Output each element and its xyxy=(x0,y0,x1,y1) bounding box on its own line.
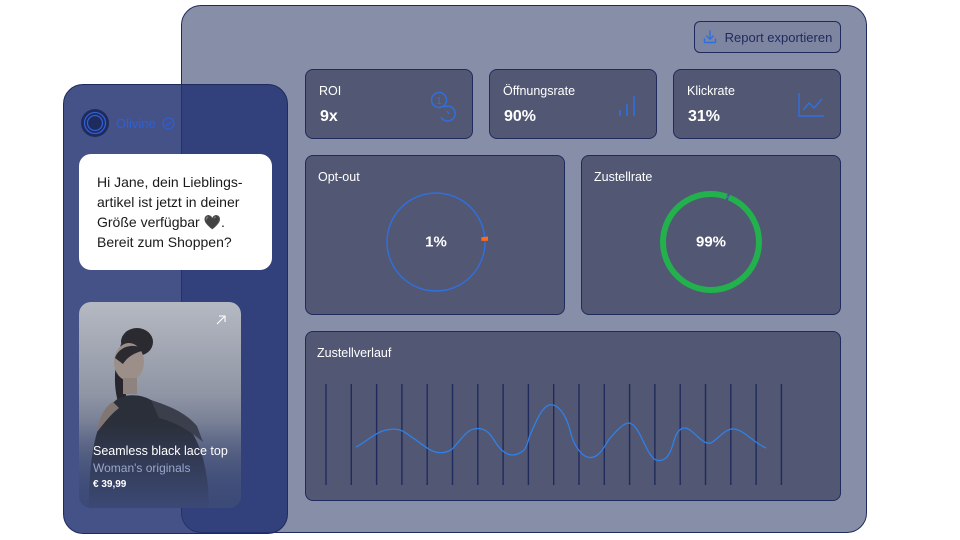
brand-logo-icon xyxy=(81,109,109,137)
kpi-value: 31% xyxy=(688,108,721,125)
product-title: Seamless black lace top xyxy=(93,444,228,458)
kpi-value: 9x xyxy=(320,108,338,125)
opt-out-ring xyxy=(386,192,486,292)
download-icon xyxy=(703,30,716,44)
opt-out-arc xyxy=(384,190,488,294)
delivery-rate-label: Zustellrate xyxy=(594,170,653,184)
line-chart-icon xyxy=(798,93,824,117)
message-line: Bereit zum Shoppen? xyxy=(97,234,232,250)
delivery-arc xyxy=(660,190,762,293)
brand-name: Olivine xyxy=(116,115,156,131)
kpi-label: Klickrate xyxy=(687,84,735,98)
coins-icon: 1 xyxy=(430,91,456,122)
brand-header: Olivine xyxy=(80,108,175,138)
kpi-value: 90% xyxy=(504,108,537,125)
delivery-history-card: Zustellverlauf xyxy=(305,331,841,501)
svg-text:1: 1 xyxy=(436,96,442,107)
product-price: € 39,99 xyxy=(93,479,127,490)
delivery-rate-value: 99% xyxy=(695,233,727,251)
delivery-rate-donut xyxy=(660,190,762,293)
chat-message-bubble: Hi Jane, dein Lieblings- artikel ist jet… xyxy=(79,154,272,270)
export-report-button[interactable]: Report exportieren xyxy=(694,21,841,53)
opt-out-donut xyxy=(384,190,488,294)
verified-check-icon xyxy=(162,116,175,130)
message-line: artikel ist jetzt in deiner xyxy=(97,194,240,210)
product-card[interactable]: Seamless black lace top Woman's original… xyxy=(79,302,241,508)
kpi-card-click-rate: Klickrate 31% xyxy=(673,69,841,139)
message-line: Größe verfügbar 🖤. xyxy=(97,214,225,230)
kpi-label: ROI xyxy=(319,84,342,98)
message-line: Hi Jane, dein Lieblings- xyxy=(97,174,243,190)
delivery-history-line xyxy=(355,404,767,462)
delivery-rate-card: Zustellrate 99% xyxy=(581,155,841,315)
product-subtitle: Woman's originals xyxy=(93,461,191,475)
kpi-card-roi: ROI 9x 1 xyxy=(305,69,473,139)
bar-chart-icon xyxy=(619,96,635,116)
delivery-history-chart xyxy=(325,384,783,485)
kpi-label: Öffnungsrate xyxy=(503,84,576,98)
export-report-label: Report exportieren xyxy=(724,29,833,45)
delivery-history-label: Zustellverlauf xyxy=(317,346,392,360)
product-photo xyxy=(79,328,241,508)
external-link-icon[interactable] xyxy=(215,314,227,326)
opt-out-value: 1% xyxy=(425,233,447,251)
opt-out-card: Opt-out 1% xyxy=(305,155,565,315)
kpi-card-open-rate: Öffnungsrate 90% xyxy=(489,69,657,139)
opt-out-label: Opt-out xyxy=(318,170,360,184)
